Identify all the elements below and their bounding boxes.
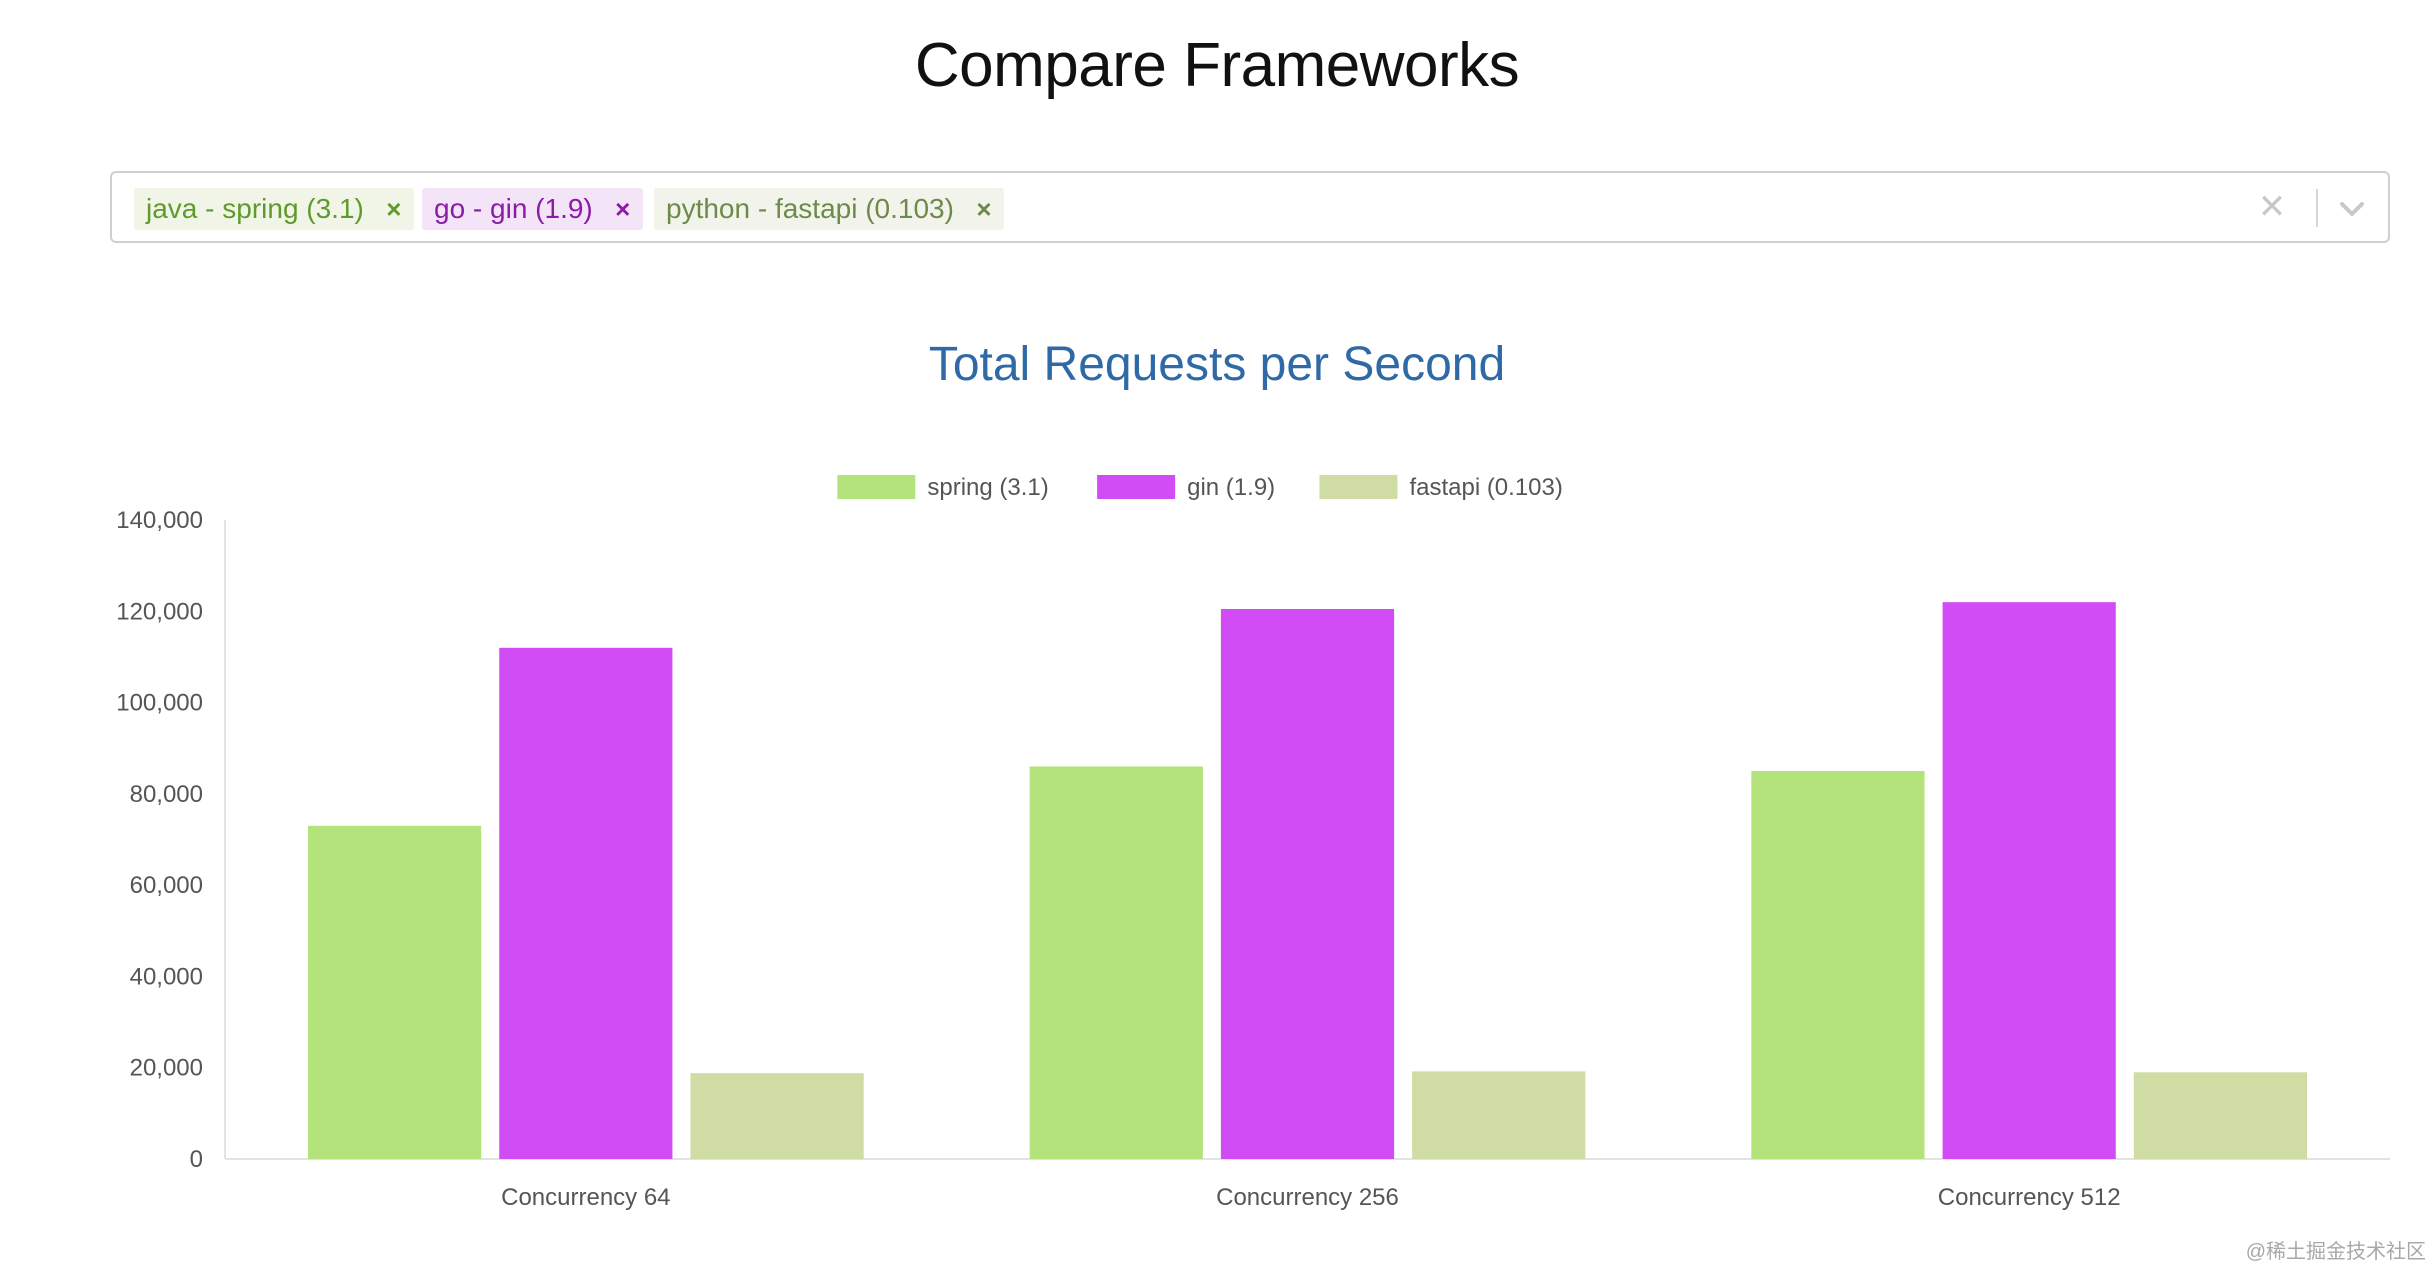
page-title: Compare Frameworks xyxy=(914,31,1520,100)
y-tick-label: 120,000 xyxy=(116,598,203,625)
legend-swatch xyxy=(837,475,916,499)
legend-swatch xyxy=(1097,475,1176,499)
x-tick-label: Concurrency 256 xyxy=(1216,1184,1399,1211)
legend-label: gin (1.9) xyxy=(1187,474,1275,501)
select-divider xyxy=(2316,189,2318,227)
bar-gin-2 xyxy=(1942,602,2116,1159)
chip-label: java - spring (3.1) xyxy=(146,193,364,224)
y-tick-label: 40,000 xyxy=(130,963,203,990)
watermark: @稀土掘金技术社区 xyxy=(2245,1241,2426,1263)
chart-title: Total Requests per Second xyxy=(929,338,1505,391)
bar-gin-1 xyxy=(1220,609,1395,1159)
bar-spring-2 xyxy=(1751,771,1925,1159)
legend-label: fastapi (0.103) xyxy=(1409,474,1562,501)
bar-fastapi-2 xyxy=(2133,1072,2308,1159)
chip-remove-icon[interactable]: × xyxy=(615,193,631,224)
y-tick-label: 80,000 xyxy=(130,781,203,808)
bar-fastapi-0 xyxy=(690,1073,864,1159)
bar-spring-1 xyxy=(1029,766,1203,1159)
legend-swatch xyxy=(1319,475,1398,499)
chip-remove-icon[interactable]: × xyxy=(386,193,402,224)
chip-python-fastapi: python - fastapi (0.103) × xyxy=(654,188,1004,230)
chip-label: go - gin (1.9) xyxy=(434,193,593,224)
framework-multiselect[interactable]: java - spring (3.1) × go - gin (1.9) × p… xyxy=(110,171,2390,243)
bar-spring-0 xyxy=(307,825,482,1159)
y-tick-label: 100,000 xyxy=(116,690,203,717)
y-tick-label: 60,000 xyxy=(130,872,203,899)
y-tick-label: 0 xyxy=(190,1146,203,1173)
bar-gin-0 xyxy=(499,647,673,1159)
y-tick-label: 140,000 xyxy=(116,507,203,534)
chip-go-gin: go - gin (1.9) × xyxy=(422,188,643,230)
chip-java-spring: java - spring (3.1) × xyxy=(134,188,414,230)
x-tick-label: Concurrency 64 xyxy=(501,1184,670,1211)
bar-fastapi-1 xyxy=(1412,1071,1586,1159)
x-tick-label: Concurrency 512 xyxy=(1938,1184,2121,1211)
y-tick-label: 20,000 xyxy=(130,1055,203,1082)
chip-remove-icon[interactable]: × xyxy=(976,193,992,224)
chevron-down-icon[interactable] xyxy=(2330,187,2374,231)
close-icon[interactable]: ✕ xyxy=(2257,188,2287,226)
legend-label: spring (3.1) xyxy=(927,474,1048,501)
chip-label: python - fastapi (0.103) xyxy=(666,193,954,224)
